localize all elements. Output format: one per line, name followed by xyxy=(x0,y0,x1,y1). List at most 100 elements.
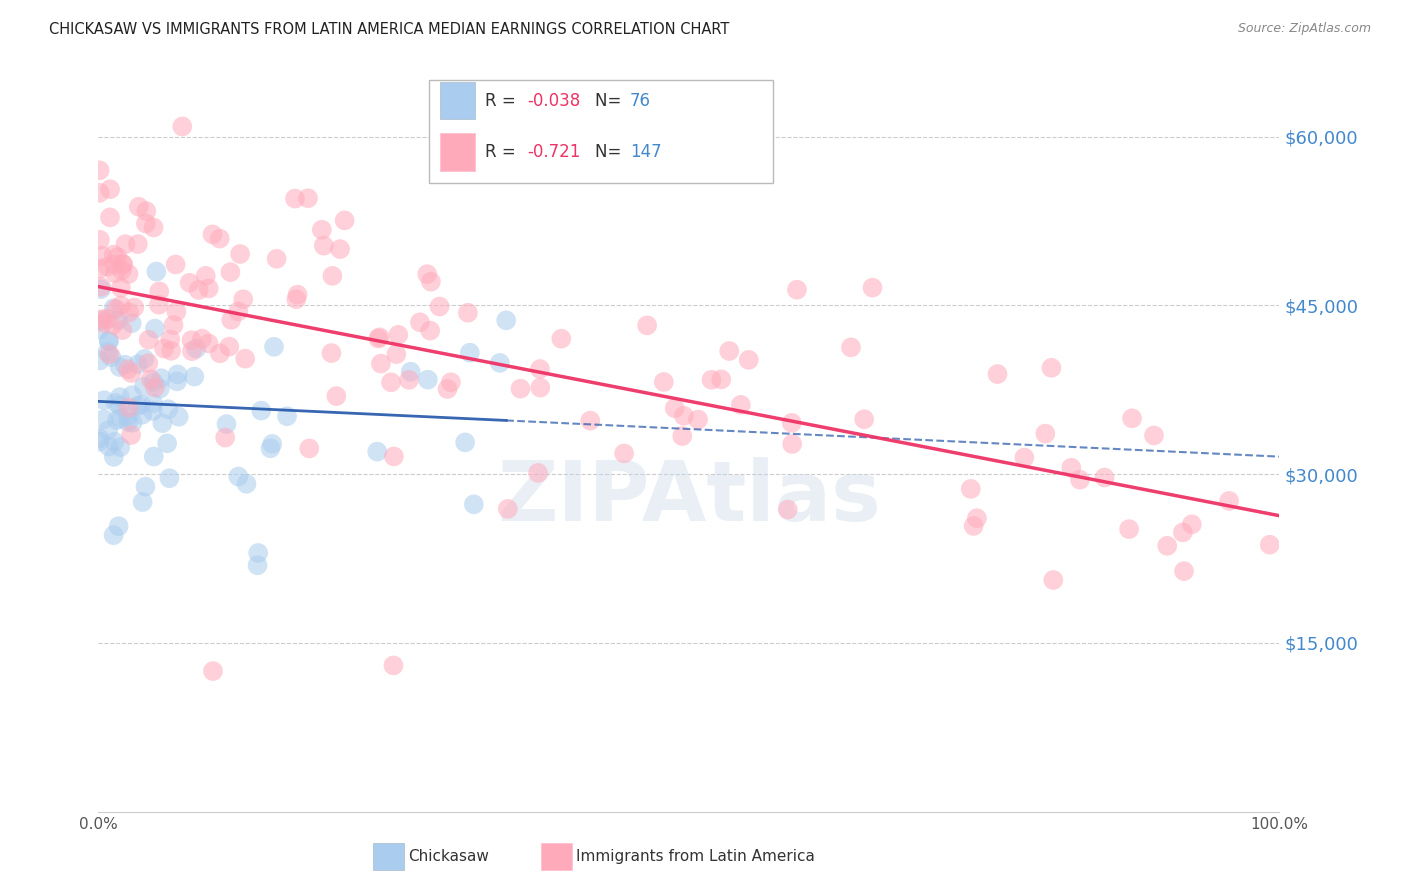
Point xyxy=(180,333,202,347)
Point xyxy=(232,293,254,307)
Point xyxy=(263,340,285,354)
Point xyxy=(111,257,134,271)
Point xyxy=(90,282,112,296)
Text: ZIPAtlas: ZIPAtlas xyxy=(496,457,882,538)
Point xyxy=(1118,522,1140,536)
Point xyxy=(298,442,321,456)
Point xyxy=(89,261,111,276)
Point xyxy=(187,283,209,297)
Point xyxy=(1171,525,1194,540)
Text: Source: ZipAtlas.com: Source: ZipAtlas.com xyxy=(1237,22,1371,36)
Point xyxy=(208,346,231,360)
Point xyxy=(197,336,219,351)
Point xyxy=(128,200,150,214)
Point xyxy=(103,248,125,262)
Point xyxy=(862,280,884,294)
Point xyxy=(149,382,172,396)
Point xyxy=(142,396,165,410)
Point xyxy=(285,292,308,306)
Point xyxy=(730,398,752,412)
Point xyxy=(509,382,531,396)
Point xyxy=(165,304,187,318)
Point xyxy=(312,238,335,252)
Point xyxy=(1040,360,1063,375)
Point xyxy=(100,350,122,364)
Point xyxy=(131,495,153,509)
Text: -0.721: -0.721 xyxy=(527,143,581,161)
Point xyxy=(97,423,120,437)
Point xyxy=(218,340,240,354)
Point xyxy=(382,658,405,673)
Point xyxy=(150,371,173,385)
Point xyxy=(780,437,803,451)
Point xyxy=(156,436,179,450)
Point xyxy=(138,333,160,347)
Point xyxy=(672,409,695,423)
Point xyxy=(370,357,392,371)
Point xyxy=(419,324,441,338)
Point xyxy=(96,311,118,326)
Point xyxy=(108,359,131,374)
Point xyxy=(135,217,157,231)
Point xyxy=(229,247,252,261)
Point xyxy=(235,476,257,491)
Text: Chickasaw: Chickasaw xyxy=(408,849,489,863)
Point xyxy=(90,313,112,327)
Point xyxy=(416,373,439,387)
Point xyxy=(127,237,149,252)
Point xyxy=(90,312,112,326)
Point xyxy=(120,366,142,380)
Point xyxy=(89,233,111,247)
Point xyxy=(233,351,256,366)
Point xyxy=(839,340,862,354)
Point xyxy=(214,431,236,445)
Point xyxy=(579,414,602,428)
Point xyxy=(181,344,204,359)
Point xyxy=(287,287,309,301)
Point xyxy=(1094,470,1116,484)
Point xyxy=(89,431,111,445)
Point xyxy=(108,399,131,413)
Text: 147: 147 xyxy=(630,143,661,161)
Point xyxy=(107,519,129,533)
Point xyxy=(367,331,389,345)
Point xyxy=(148,298,170,312)
Point xyxy=(101,318,124,332)
Point xyxy=(228,469,250,483)
Point xyxy=(463,497,485,511)
Point xyxy=(89,434,111,449)
Point xyxy=(636,318,658,333)
Point xyxy=(103,301,125,316)
Point xyxy=(529,381,551,395)
Point xyxy=(1173,564,1195,578)
Point xyxy=(148,285,170,299)
Point xyxy=(103,434,125,449)
Point xyxy=(167,409,190,424)
Point xyxy=(97,334,120,348)
Point xyxy=(121,316,143,330)
Point xyxy=(419,275,441,289)
Point xyxy=(321,268,343,283)
Point xyxy=(110,281,132,295)
Point xyxy=(776,502,799,516)
Point xyxy=(89,186,111,200)
Point xyxy=(90,280,112,294)
Point xyxy=(228,304,250,318)
Point xyxy=(166,375,188,389)
Point xyxy=(194,268,217,283)
Point xyxy=(409,315,432,329)
Point xyxy=(98,182,121,196)
Point xyxy=(786,283,808,297)
Text: N=: N= xyxy=(595,143,626,161)
Point xyxy=(157,471,180,485)
Point xyxy=(97,334,120,348)
Point xyxy=(276,409,298,424)
Point xyxy=(311,223,333,237)
Point xyxy=(143,380,166,394)
Point xyxy=(110,299,132,313)
Point xyxy=(112,257,135,271)
Text: CHICKASAW VS IMMIGRANTS FROM LATIN AMERICA MEDIAN EARNINGS CORRELATION CHART: CHICKASAW VS IMMIGRANTS FROM LATIN AMERI… xyxy=(49,22,730,37)
Point xyxy=(962,519,984,533)
Point xyxy=(142,220,165,235)
Text: Immigrants from Latin America: Immigrants from Latin America xyxy=(576,849,815,863)
